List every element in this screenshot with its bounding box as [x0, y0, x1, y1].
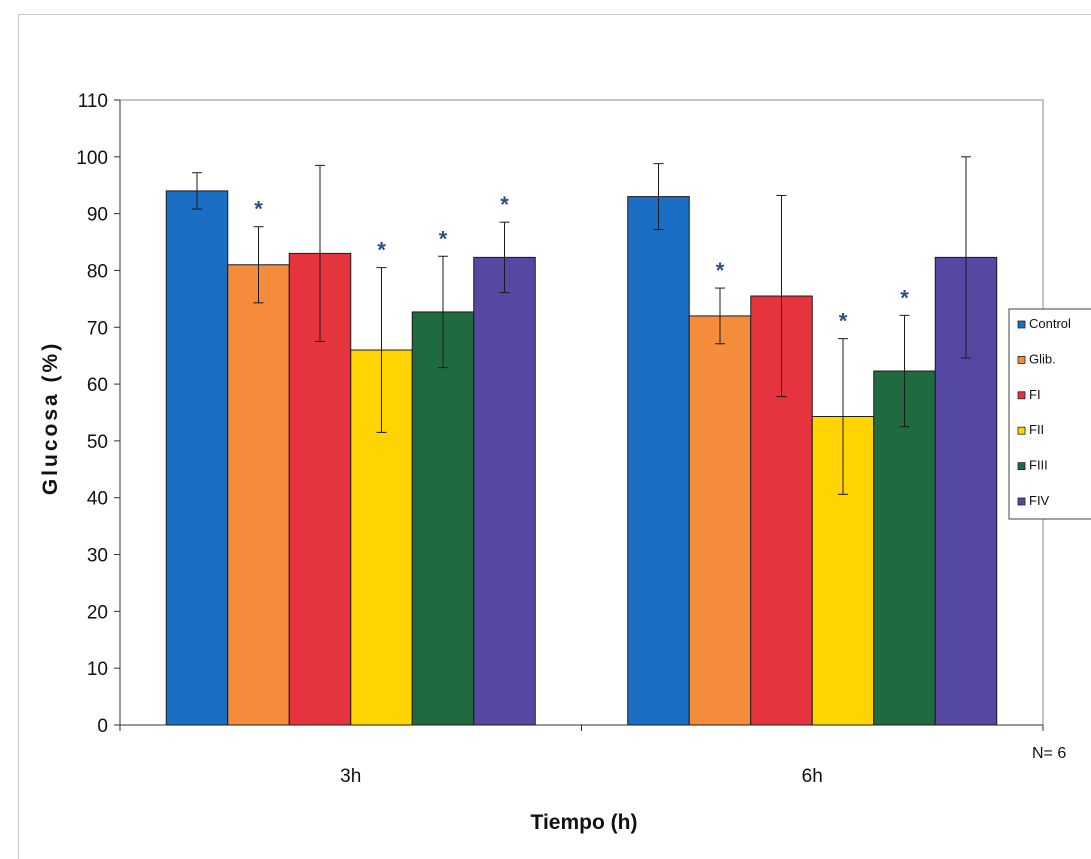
significance-markers: * * * * * * * [254, 192, 909, 333]
legend-swatch [1017, 462, 1026, 471]
legend-swatch [1017, 391, 1026, 400]
bar-fiii-6h [873, 370, 936, 726]
legend-label: Control [1029, 316, 1071, 331]
bar-glib-3h [227, 264, 290, 726]
bars-group [165, 190, 998, 726]
legend-swatch [1017, 497, 1026, 506]
y-axis: 0 10 20 30 40 50 60 70 80 90 100 110 [76, 91, 121, 737]
significance-star: * [900, 285, 909, 310]
chart-frame: 0 10 20 30 40 50 60 70 80 90 100 110 3h 6h * * * * * * * G… [18, 14, 1091, 859]
legend-label: Glib. [1029, 351, 1056, 366]
y-tick-label: 50 [87, 432, 108, 453]
significance-star: * [254, 197, 263, 222]
x-axis-title: Tiempo (h) [531, 811, 638, 834]
legend-swatch [1017, 355, 1026, 364]
legend-label: FIII [1029, 458, 1048, 473]
y-tick-label: 60 [87, 375, 108, 396]
y-axis-title: Glucosa (%) [39, 341, 62, 495]
legend-box [1008, 308, 1091, 520]
bar-control-6h [627, 196, 690, 726]
bar-glib-6h [688, 315, 752, 726]
significance-star: * [716, 258, 725, 283]
significance-star: * [439, 226, 448, 251]
bar-fiii-3h [411, 311, 475, 726]
legend: Control Glib. FI FII FIII FIV [1008, 308, 1091, 520]
y-tick-label: 30 [87, 546, 108, 567]
significance-star: * [839, 309, 848, 334]
bar-fiv-3h [473, 256, 536, 726]
y-tick-label: 10 [87, 659, 108, 680]
x-tick-label: 3h [340, 766, 361, 787]
y-tick-label: 40 [87, 489, 108, 510]
y-tick-label: 100 [76, 148, 108, 169]
significance-star: * [500, 192, 509, 217]
sample-size-note: N= 6 [1032, 745, 1066, 762]
x-axis: 3h 6h [119, 724, 1044, 787]
legend-label: FIV [1029, 493, 1050, 508]
x-tick-label: 6h [802, 766, 823, 787]
y-tick-label: 110 [78, 91, 108, 112]
y-tick-label: 80 [87, 261, 108, 282]
bar-control-3h [165, 190, 229, 726]
legend-swatch [1017, 320, 1026, 329]
y-tick-label: 20 [87, 602, 108, 623]
y-tick-label: 70 [87, 318, 108, 339]
y-tick-label: 0 [97, 716, 108, 737]
error-bars-group [192, 156, 971, 495]
legend-label: FII [1029, 422, 1044, 437]
significance-star: * [377, 238, 386, 263]
bar-chart: 0 10 20 30 40 50 60 70 80 90 100 110 3h 6h * * * * * * * G… [39, 91, 1091, 834]
legend-swatch [1017, 426, 1026, 435]
legend-label: FI [1029, 387, 1041, 402]
y-tick-label: 90 [87, 205, 108, 226]
